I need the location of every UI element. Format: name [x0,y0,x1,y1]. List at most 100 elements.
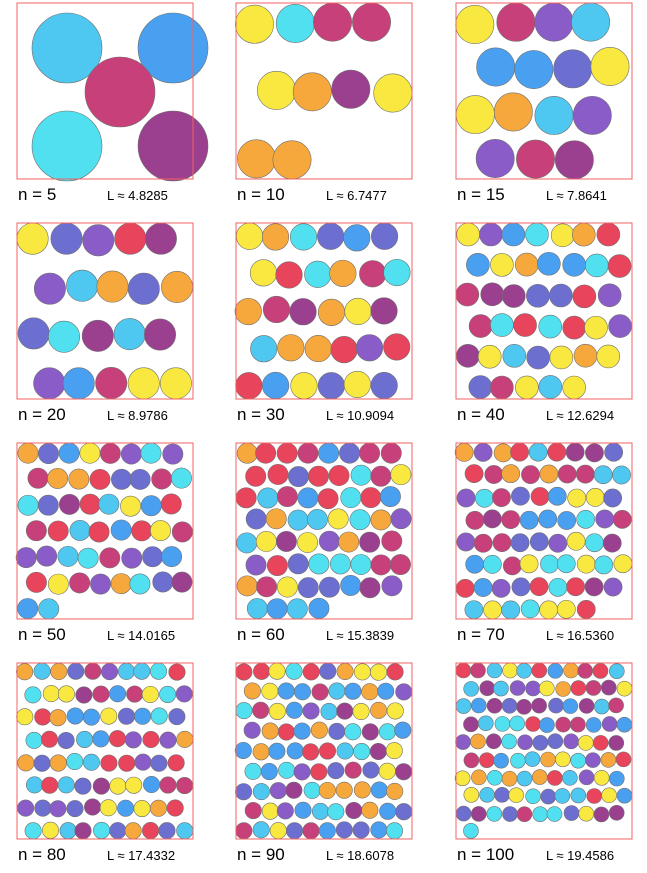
circle-14 [607,254,632,278]
circle-80 [395,803,413,821]
circle-76 [593,770,610,786]
circle-40 [176,730,194,748]
circle-71 [244,802,262,820]
circle-10 [514,252,539,277]
circle-22 [330,336,358,364]
circle-65 [303,781,321,799]
circle-4 [525,222,549,247]
circle-30 [168,708,186,726]
circle-25 [567,488,587,508]
circle-17 [501,284,526,308]
circle-63 [570,752,587,769]
circle-56 [473,578,493,597]
circle-81 [235,822,253,840]
circle-33 [236,532,258,554]
circle-57 [479,752,495,768]
circle-8 [275,261,303,289]
n-label: n = 5 [18,185,57,204]
circle-31 [150,520,171,542]
circle-5 [343,224,371,252]
circle-18 [526,283,550,308]
circle-11 [287,466,309,488]
circle-25 [25,520,47,542]
circle-35 [310,721,328,739]
circle-13 [277,682,295,700]
circle-40 [562,375,586,400]
circle-1 [31,12,103,84]
circle-34 [76,730,94,748]
circle-42 [33,754,51,772]
circle-15 [554,140,594,180]
circle-61 [17,799,35,817]
circle-41 [234,741,252,759]
circle-20 [297,487,319,509]
circle-48 [502,556,522,576]
circle-62 [584,577,604,597]
circle-7 [359,442,381,464]
circle-79 [379,802,397,820]
circle-41 [25,571,47,593]
circle-22 [340,487,362,509]
circle-13 [584,253,609,278]
circle-31 [519,510,539,530]
circle-53 [594,555,614,575]
l-value-label: L ≈ 16.5360 [546,628,615,643]
circle-17 [593,465,613,485]
circle-19 [570,680,587,696]
circle-38 [361,723,379,741]
circle-37 [344,723,362,741]
circle-25 [245,508,267,530]
circle-58 [143,776,161,794]
circle-6 [531,662,548,679]
container-border [235,222,413,400]
circle-77 [345,801,363,820]
circle-32 [526,345,550,370]
circle-24 [513,313,537,337]
container-border [455,2,633,180]
circle-6 [101,663,119,681]
circle-10 [493,92,533,132]
circle-51 [547,733,564,750]
packing-square [455,222,633,400]
container-border [455,662,633,840]
circle-9 [304,260,332,288]
circle-30 [349,509,371,531]
circle-27 [584,315,608,340]
circle-22 [511,486,530,506]
circle-7 [117,662,135,680]
circle-14 [493,680,509,697]
circle-70 [501,770,518,787]
circle-93 [516,806,533,823]
circle-10 [168,663,186,681]
circle-89 [370,821,388,839]
circle-13 [475,139,515,178]
circle-4 [571,2,611,42]
circle-4 [502,662,518,679]
circle-100 [463,823,479,839]
circle-19 [276,486,298,508]
circle-45 [110,573,132,595]
circle-59 [378,762,396,780]
circle-88 [352,821,370,839]
circle-43 [601,716,618,732]
circle-45 [302,743,320,761]
circle-36 [328,722,346,740]
circle-60 [308,597,330,619]
circle-77 [124,822,142,840]
n-label: n = 40 [457,405,505,424]
circle-17 [538,680,555,697]
circle-27 [287,509,309,531]
circle-34 [255,531,277,552]
circle-72 [261,802,279,820]
circle-63 [603,577,623,597]
circle-37 [509,715,525,732]
circle-9 [577,663,593,679]
circle-36 [468,375,493,399]
circle-21 [98,493,120,515]
circle-13 [81,319,114,352]
circle-5 [84,662,102,680]
circle-48 [390,554,411,576]
circle-52 [563,733,579,750]
circle-69 [149,799,168,817]
container-border [16,442,194,620]
